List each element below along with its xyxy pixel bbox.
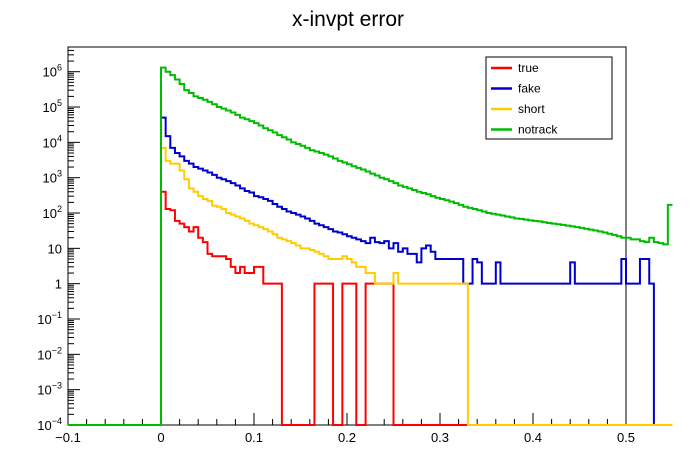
legend: true fake short notrack [485, 56, 613, 140]
legend-label-true: true [518, 61, 539, 75]
y-tick-label: 10−2 [37, 345, 62, 362]
series-fake-line [68, 116, 673, 426]
x-tick-label: 0.2 [338, 430, 356, 445]
x-tick-label: 0.5 [617, 430, 635, 445]
legend-box [485, 56, 613, 140]
y-tick-label: 10 [48, 241, 62, 256]
y-tick-label: 103 [43, 169, 62, 186]
x-tick-label: 0.3 [431, 430, 449, 445]
x-tick-label: 0.4 [524, 430, 542, 445]
x-axis: −0.1 0 0.1 0.2 0.3 0.4 0.5 [55, 413, 635, 445]
x-tick-label: −0.1 [55, 430, 81, 445]
legend-label-notrack: notrack [518, 123, 558, 137]
y-tick-label: 10−4 [37, 416, 62, 433]
legend-label-short: short [518, 102, 545, 116]
y-tick-label: 106 [43, 63, 62, 80]
series-short-line [68, 146, 673, 426]
y-tick-label: 104 [43, 133, 62, 150]
legend-label-fake: fake [518, 82, 541, 96]
y-tick-label: 10−1 [37, 310, 62, 327]
y-axis: 10−4 10−3 10−2 10−1 1 10 102 103 104 105 106 [37, 46, 80, 433]
series-layer [68, 66, 673, 426]
y-tick-label: 1 [55, 277, 62, 292]
x-tick-label: 0.1 [245, 430, 263, 445]
series-true-line [68, 190, 673, 426]
chart-title: x-invpt error [292, 8, 404, 31]
y-tick-label: 10−3 [37, 381, 62, 398]
y-tick-label: 105 [43, 98, 62, 115]
y-tick-label: 102 [43, 204, 62, 221]
series-notrack-line [68, 66, 673, 426]
x-tick-label: 0 [157, 430, 164, 445]
